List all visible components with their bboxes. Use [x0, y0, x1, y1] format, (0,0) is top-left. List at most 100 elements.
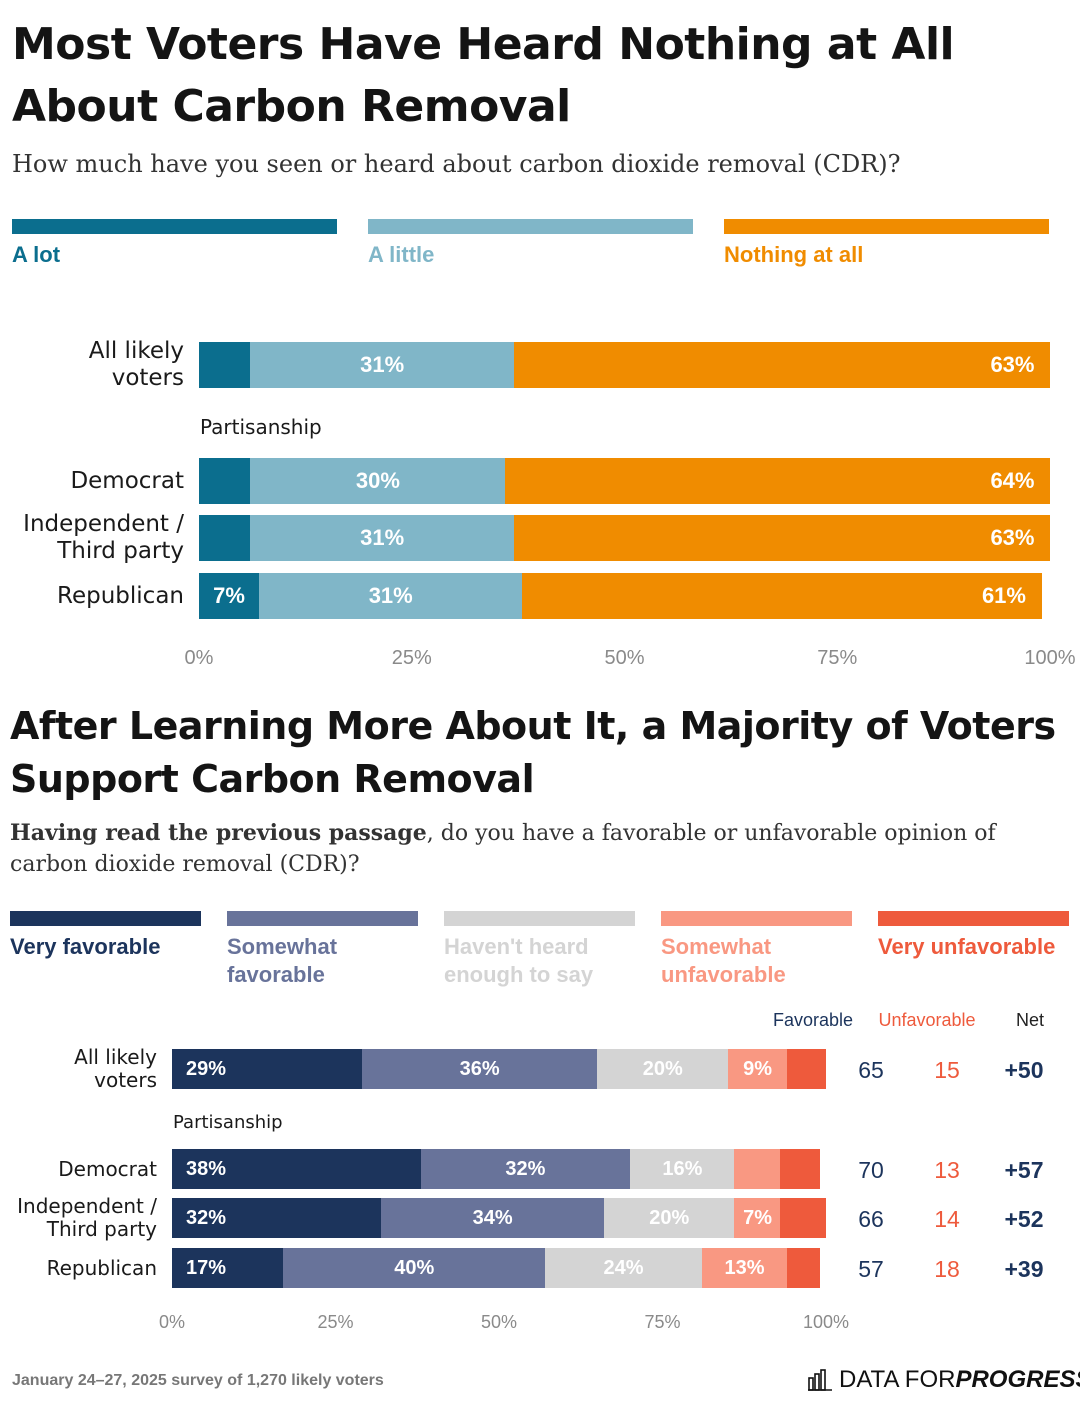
- bar-segment-haven-t-heard-enough-to-say: 24%: [544, 1248, 703, 1288]
- chart2-subtitle-rest: , do you have a favorable or unfavorable…: [10, 821, 996, 877]
- bar-segment-somewhat-favorable: 34%: [381, 1198, 605, 1238]
- favorable-value: 65: [858, 1057, 884, 1083]
- legend-label-a-lot: A lot: [12, 242, 61, 267]
- chart2-subtitle-bold: Having read the previous passage: [10, 820, 427, 846]
- bar-segment-a-lot: 7%: [199, 573, 260, 619]
- favorable-value: 70: [858, 1157, 884, 1183]
- brand-bold: PROGRESS: [955, 1366, 1080, 1393]
- header-favorable: Favorable: [772, 1010, 854, 1030]
- bar-segment-haven-t-heard-enough-to-say: 20%: [603, 1198, 735, 1238]
- legend-swatch-a-lot: [12, 219, 337, 234]
- legend-label-somewhat-unfavorable: Somewhat unfavorable: [661, 934, 786, 987]
- legend-label-very-favorable: Very favorable: [10, 934, 161, 959]
- legend-swatch-somewhat-favorable: [227, 911, 418, 926]
- legend-swatch-somewhat-unfavorable: [661, 911, 852, 926]
- bar-segment-nothing-at-all: 63%: [513, 515, 1051, 561]
- chart2-group-label: Partisanship: [173, 1112, 283, 1133]
- bar-segment-a-little: 31%: [258, 573, 523, 619]
- brand-light: DATA FOR: [839, 1366, 956, 1393]
- row-label-text: Independent / Third party: [17, 1194, 157, 1241]
- legend-label-a-little: A little: [368, 242, 435, 267]
- chart2-title: After Learning More About It, a Majority…: [10, 704, 1056, 801]
- bar-segment-somewhat-unfavorable: 13%: [701, 1248, 788, 1288]
- chart2-subtitle: Having read the previous passage, do you…: [10, 818, 1060, 880]
- legend-swatch-nothing-at-all: [724, 219, 1049, 234]
- source-note: January 24–27, 2025 survey of 1,270 like…: [12, 1372, 384, 1389]
- row-label-text: Democrat: [70, 467, 184, 494]
- bar-segment-a-little: 30%: [250, 458, 506, 504]
- row-label-independent-third-party: Independent / Third party: [0, 1194, 157, 1241]
- axis-tick-label: 0%: [158, 1312, 186, 1332]
- legend-label-haven-t-heard-enough-to-say: Haven't heard enough to say: [444, 934, 594, 987]
- bar-segment-a-lot: [199, 458, 251, 504]
- axis-tick-label: 100%: [1024, 647, 1076, 669]
- unfavorable-value: 14: [934, 1206, 960, 1232]
- bar-segment-very-favorable: 29%: [172, 1049, 363, 1089]
- row-label-democrat: Democrat: [0, 458, 184, 504]
- bar-segment-somewhat-unfavorable: 7%: [734, 1198, 781, 1238]
- brand-logo: DATA FOR PROGRESS: [808, 1366, 1080, 1394]
- legend-swatch-haven-t-heard-enough-to-say: [444, 911, 635, 926]
- chart1-group-label: Partisanship: [200, 415, 322, 439]
- axis-tick-label: 50%: [604, 647, 645, 669]
- bar-segment-very-unfavorable: [786, 1049, 827, 1089]
- header-unfavorable: Unfavorable: [878, 1010, 976, 1030]
- row-label-republican: Republican: [0, 573, 184, 619]
- bar-segment-very-favorable: 17%: [172, 1248, 284, 1288]
- row-label-text: All likely voters: [74, 1045, 157, 1092]
- bar-segment-somewhat-unfavorable: 9%: [727, 1049, 788, 1089]
- bar-segment-somewhat-favorable: 36%: [361, 1049, 598, 1089]
- legend-label-very-unfavorable: Very unfavorable: [878, 934, 1056, 959]
- bar-segment-nothing-at-all: 61%: [522, 573, 1042, 619]
- bar-segment-very-favorable: 32%: [172, 1198, 382, 1238]
- axis-tick-label: 75%: [817, 647, 858, 669]
- row-label-republican: Republican: [0, 1248, 157, 1288]
- net-value: +50: [1004, 1057, 1044, 1083]
- axis-tick-label: 50%: [480, 1312, 518, 1332]
- row-label-text: Republican: [57, 582, 184, 609]
- bar-segment-haven-t-heard-enough-to-say: 16%: [629, 1149, 735, 1189]
- legend-swatch-very-unfavorable: [878, 911, 1069, 926]
- net-value: +39: [1004, 1256, 1044, 1282]
- row-label-text: All likely voters: [88, 338, 184, 391]
- bar-segment-somewhat-favorable: 40%: [283, 1248, 546, 1288]
- bar-segment-very-unfavorable: [786, 1248, 820, 1288]
- bar-segment-nothing-at-all: 63%: [513, 342, 1051, 388]
- bar-segment-a-little: 31%: [250, 342, 515, 388]
- bar-segment-a-lot: [199, 342, 251, 388]
- row-label-democrat: Democrat: [0, 1149, 157, 1189]
- bar-segment-a-lot: [199, 515, 251, 561]
- legend-label-nothing-at-all: Nothing at all: [724, 242, 864, 267]
- chart1-subtitle: How much have you seen or heard about ca…: [12, 150, 901, 178]
- favorable-value: 57: [858, 1256, 884, 1282]
- net-value: +52: [1004, 1206, 1044, 1232]
- axis-tick-label: 0%: [184, 647, 214, 669]
- bar-chart-icon: [808, 1369, 832, 1391]
- row-label-text: Democrat: [58, 1156, 157, 1181]
- chart1-title: Most Voters Have Heard Nothing at All Ab…: [12, 19, 955, 132]
- row-label-all-likely-voters: All likely voters: [0, 1045, 157, 1092]
- bar-segment-very-unfavorable: [780, 1198, 827, 1238]
- bar-segment-nothing-at-all: 64%: [505, 458, 1051, 504]
- legend-swatch-very-favorable: [10, 911, 201, 926]
- bar-segment-somewhat-unfavorable: [734, 1149, 781, 1189]
- legend-swatch-a-little: [368, 219, 693, 234]
- axis-tick-label: 25%: [317, 1312, 354, 1332]
- axis-tick-label: 25%: [391, 647, 432, 669]
- header-net: Net: [1015, 1010, 1045, 1030]
- bar-segment-very-unfavorable: [780, 1149, 820, 1189]
- unfavorable-value: 18: [934, 1256, 960, 1282]
- favorable-value: 66: [858, 1206, 884, 1232]
- row-label-all-likely-voters: All likely voters: [0, 338, 184, 391]
- unfavorable-value: 13: [934, 1157, 960, 1183]
- axis-tick-label: 75%: [644, 1312, 681, 1332]
- axis-tick-label: 100%: [802, 1312, 850, 1332]
- bar-segment-haven-t-heard-enough-to-say: 20%: [597, 1049, 729, 1089]
- bar-segment-very-favorable: 38%: [172, 1149, 422, 1189]
- bar-segment-a-little: 31%: [250, 515, 515, 561]
- unfavorable-value: 15: [934, 1057, 960, 1083]
- row-label-independent-third-party: Independent / Third party: [0, 511, 184, 564]
- row-label-text: Independent / Third party: [23, 511, 184, 564]
- legend-label-somewhat-favorable: Somewhat favorable: [227, 934, 338, 987]
